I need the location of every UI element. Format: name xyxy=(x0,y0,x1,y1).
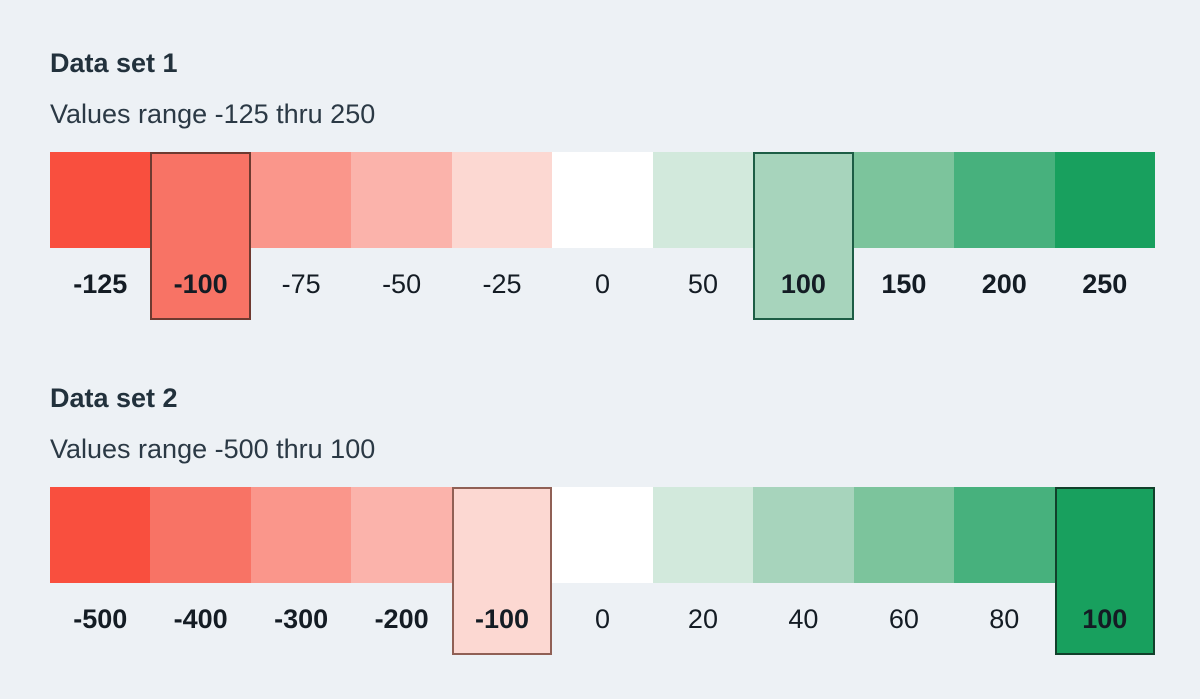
color-swatch xyxy=(552,487,653,583)
color-swatch xyxy=(652,152,754,248)
scale-cell-label: -50 xyxy=(382,269,422,299)
scale-cell: 0 xyxy=(552,152,653,320)
color-swatch xyxy=(451,152,553,248)
scale-cell: 60 xyxy=(853,487,955,655)
scale-cell-label: -200 xyxy=(374,604,429,634)
scale-cell: -25 xyxy=(451,152,553,320)
scale-cell-label: 100 xyxy=(780,269,826,299)
color-swatch xyxy=(250,152,352,248)
dataset-2-title: Data set 2 xyxy=(50,383,178,413)
scale-cell-label: 250 xyxy=(1082,269,1128,299)
color-swatch xyxy=(50,487,151,583)
scale-cell: 80 xyxy=(954,487,1055,655)
color-swatch xyxy=(250,487,352,583)
scale-cell-label: 40 xyxy=(788,604,819,634)
scale-cell: -500 xyxy=(50,487,151,655)
color-scale-demo: Data set 1 Values range -125 thru 250 -1… xyxy=(50,47,1200,655)
dataset-2-subtitle: Values range -500 thru 100 xyxy=(50,434,376,464)
dataset-1-title: Data set 1 xyxy=(50,48,178,78)
scale-cell-label: 50 xyxy=(687,269,718,299)
scale-cell-label: -300 xyxy=(274,604,329,634)
scale-cell: 20 xyxy=(652,487,754,655)
scale-cell: -50 xyxy=(351,152,452,320)
scale-cell-label: 100 xyxy=(1082,604,1128,634)
scale-cell-label: -75 xyxy=(281,269,321,299)
scale-cell: -400 xyxy=(150,487,251,655)
scale-cell: -125 xyxy=(50,152,151,320)
color-swatch xyxy=(853,487,955,583)
scale-cell: -75 xyxy=(250,152,352,320)
scale-cell-label: 150 xyxy=(881,269,927,299)
scale-cell: -300 xyxy=(250,487,352,655)
scale-cell: -100 xyxy=(150,152,251,320)
scale-cell-label: 0 xyxy=(594,269,610,299)
color-swatch xyxy=(1054,152,1155,248)
dataset-1-color-scale: -125 -100 -75 -50 -25 0 50 100 150 200 250 xyxy=(50,152,1155,320)
scale-cell: 50 xyxy=(652,152,754,320)
dataset-1-subtitle: Values range -125 thru 250 xyxy=(50,99,376,129)
scale-cell: 40 xyxy=(753,487,854,655)
scale-cell-label: -100 xyxy=(475,604,530,634)
scale-cell: 200 xyxy=(954,152,1055,320)
color-swatch xyxy=(50,152,151,248)
scale-cell: 100 xyxy=(753,152,854,320)
scale-cell-label: 60 xyxy=(888,604,919,634)
scale-cell: 150 xyxy=(853,152,955,320)
color-swatch xyxy=(652,487,754,583)
scale-cell-label: 0 xyxy=(594,604,610,634)
color-swatch xyxy=(351,152,452,248)
color-swatch xyxy=(853,152,955,248)
color-swatch xyxy=(150,487,251,583)
scale-cell: 250 xyxy=(1054,152,1155,320)
highlighted-cell-outline xyxy=(1054,487,1155,655)
scale-cell-label: 200 xyxy=(981,269,1027,299)
color-swatch xyxy=(753,487,854,583)
scale-cell-label: 80 xyxy=(989,604,1020,634)
scale-cell-label: -25 xyxy=(482,269,522,299)
scale-cell-label: -100 xyxy=(173,269,228,299)
color-swatch xyxy=(954,152,1055,248)
scale-cell-label: 20 xyxy=(687,604,718,634)
scale-cell: -200 xyxy=(351,487,452,655)
color-swatch xyxy=(552,152,653,248)
highlighted-cell-outline xyxy=(753,152,854,320)
highlighted-cell-outline xyxy=(150,152,251,320)
scale-cell: 100 xyxy=(1054,487,1155,655)
scale-cell-label: -400 xyxy=(173,604,228,634)
color-swatch xyxy=(351,487,452,583)
scale-cell-label: -125 xyxy=(73,269,128,299)
highlighted-cell-outline xyxy=(451,487,553,655)
color-swatch xyxy=(954,487,1055,583)
scale-cell-label: -500 xyxy=(73,604,128,634)
dataset-1-section: Data set 1 Values range -125 thru 250 -1… xyxy=(50,47,1200,320)
dataset-2-color-scale: -500 -400 -300 -200 -100 0 20 40 60 80 100 xyxy=(50,487,1155,655)
scale-cell: 0 xyxy=(552,487,653,655)
scale-cell: -100 xyxy=(451,487,553,655)
dataset-2-section: Data set 2 Values range -500 thru 100 -5… xyxy=(50,382,1200,655)
